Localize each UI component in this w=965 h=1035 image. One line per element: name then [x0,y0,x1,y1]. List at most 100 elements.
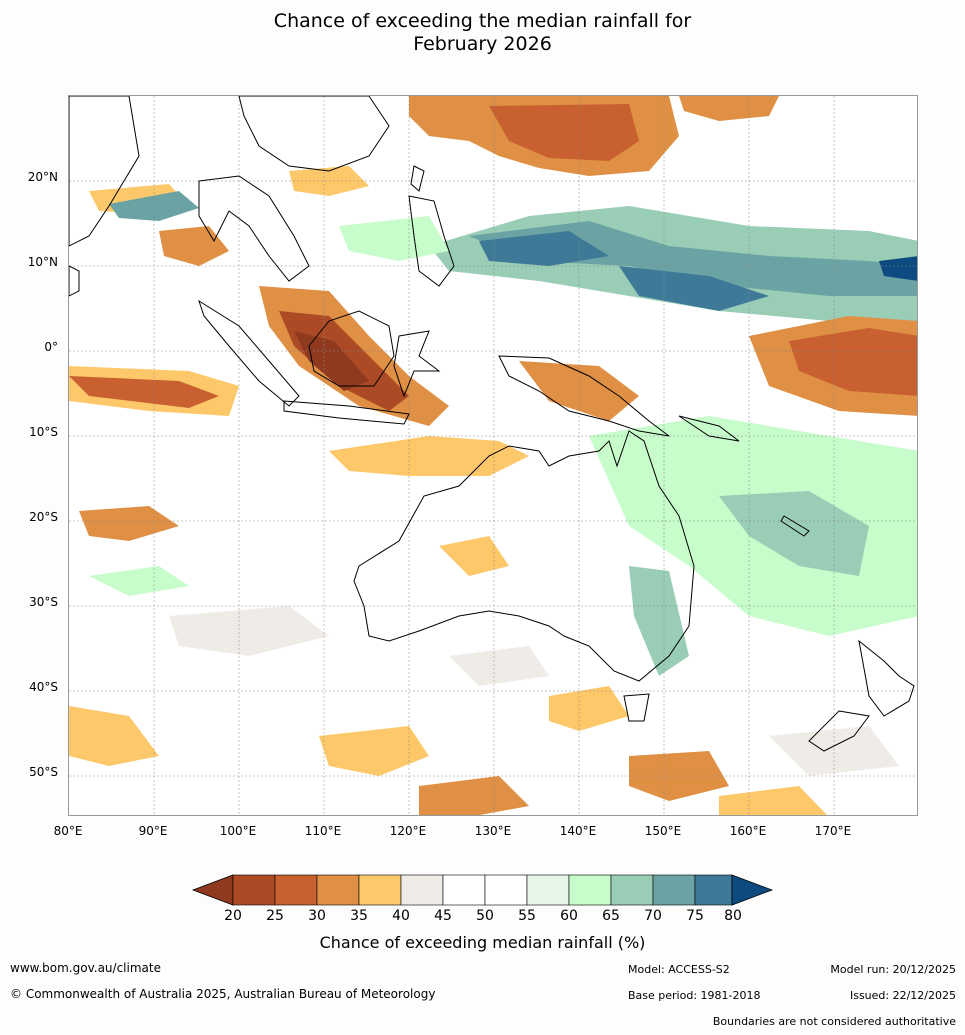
wet-band-deep [479,231,609,266]
coast-tasmania [623,693,650,722]
lat-label-0: 0° [44,340,58,354]
colorbar-tick-20: 20 [224,908,242,924]
model-name: Model: ACCESS-S2 [628,963,730,976]
lon-label-160e: 160°E [729,824,767,838]
colorbar-30-35 [316,874,360,906]
colorbar-tick-35: 35 [350,908,368,924]
coast-indochina [198,175,310,282]
lon-label-150e: 150°E [644,824,682,838]
dry-south-5 [549,686,629,731]
lat-label-40s: 40°S [29,680,58,694]
colorbar-tick-65: 65 [602,908,620,924]
dry-timor-sea [329,436,529,476]
rainfall-map [68,95,918,816]
colorbar-tick-50: 50 [476,908,494,924]
lon-label-130e: 130°E [474,824,512,838]
dry-central-pacific-core [789,328,917,396]
dry-aus-interior [439,536,509,576]
coastlines [69,96,915,752]
dry-indian-ocean-core [69,376,219,408]
colorbar-55-60 [526,874,570,906]
colorbar-title: Chance of exceeding median rainfall (%) [319,933,646,952]
wet-band-deep-east [619,266,769,311]
colorbar-tick-55: 55 [518,908,536,924]
colorbar-75-80 [694,874,733,906]
dry-new-guinea [519,361,639,421]
neutral-band-2 [449,646,549,686]
lat-label-20n: 20°N [27,170,58,184]
colorbar-tick-25: 25 [266,908,284,924]
colorbar [191,874,774,906]
dry-south-2 [319,726,429,776]
coast-sulawesi [393,330,441,398]
coast-new-zealand-south [808,710,870,752]
title-line-2: February 2026 [413,33,552,55]
colorbar-65-70 [610,874,654,906]
colorbar-above-80 [731,874,774,906]
colorbar-40-45 [400,874,444,906]
lon-label-80e: 80°E [53,824,83,838]
colorbar-70-75 [652,874,696,906]
lon-label-170e: 170°E [814,824,852,838]
coast-java [283,400,410,425]
map-canvas [69,96,917,815]
website-link[interactable]: www.bom.gov.au/climate [10,961,161,975]
dry-south-3 [419,776,529,815]
dry-region-north-east [679,96,779,121]
colorbar-60-65 [568,874,612,906]
issued-date: Issued: 22/12/2025 [849,989,956,1002]
lat-label-50s: 50°S [29,765,58,779]
colorbar-tick-70: 70 [644,908,662,924]
coast-new-caledonia [780,515,810,537]
boundaries-note: Boundaries are not considered authoritat… [712,1015,956,1028]
lon-label-110e: 110°E [304,824,342,838]
neutral-band-1 [169,606,329,656]
graticule [69,96,917,815]
lat-label-10n: 10°N [27,255,58,269]
dry-indonesia-deep [294,331,369,391]
lon-label-120e: 120°E [389,824,427,838]
coast-australia [353,430,695,682]
base-period: Base period: 1981-2018 [628,989,761,1002]
lon-label-90e: 90°E [138,824,168,838]
colorbar-50-55 [484,874,528,906]
neutral-band-3 [769,726,899,776]
title-line-1: Chance of exceeding the median rainfall … [273,10,692,32]
model-run-date: Model run: 20/12/2025 [830,963,956,976]
lon-label-100e: 100°E [219,824,257,838]
coast-india [69,96,140,247]
lon-label-140e: 140°E [559,824,597,838]
coast-philippines [408,195,455,287]
wet-band-deepest [879,256,917,281]
lat-label-20s: 20°S [29,510,58,524]
colorbar-45-50 [442,874,486,906]
dry-south-6 [719,786,828,815]
colorbar-tick-80: 80 [724,908,742,924]
coast-south-china [238,96,390,172]
lat-label-10s: 10°S [29,425,58,439]
coast-taiwan [410,165,425,192]
dry-south-1 [69,706,159,766]
colorbar-tick-45: 45 [434,908,452,924]
coast-new-guinea [498,355,670,437]
colorbar-20-25 [232,874,276,906]
dry-south-4 [629,751,729,801]
wet-east-aus [629,566,689,676]
coast-sri-lanka [69,265,80,297]
copyright-text: © Commonwealth of Australia 2025, Austra… [10,987,436,1001]
colorbar-35-40 [358,874,402,906]
colorbar-tick-60: 60 [560,908,578,924]
coast-solomons [678,415,740,442]
colorbar-tick-40: 40 [392,908,410,924]
wet-south-indian [89,566,189,596]
coast-sumatra [198,299,300,407]
map-title: Chance of exceeding the median rainfall … [0,10,965,56]
coast-borneo [308,310,395,387]
colorbar-tick-75: 75 [686,908,704,924]
wet-coral-sea-inner [719,491,869,576]
coast-new-zealand-north [858,639,915,717]
wet-light-north [339,216,449,261]
dry-core-north-pacific [489,104,639,161]
colorbar-below-20 [191,874,234,906]
colorbar-tick-30: 30 [308,908,326,924]
